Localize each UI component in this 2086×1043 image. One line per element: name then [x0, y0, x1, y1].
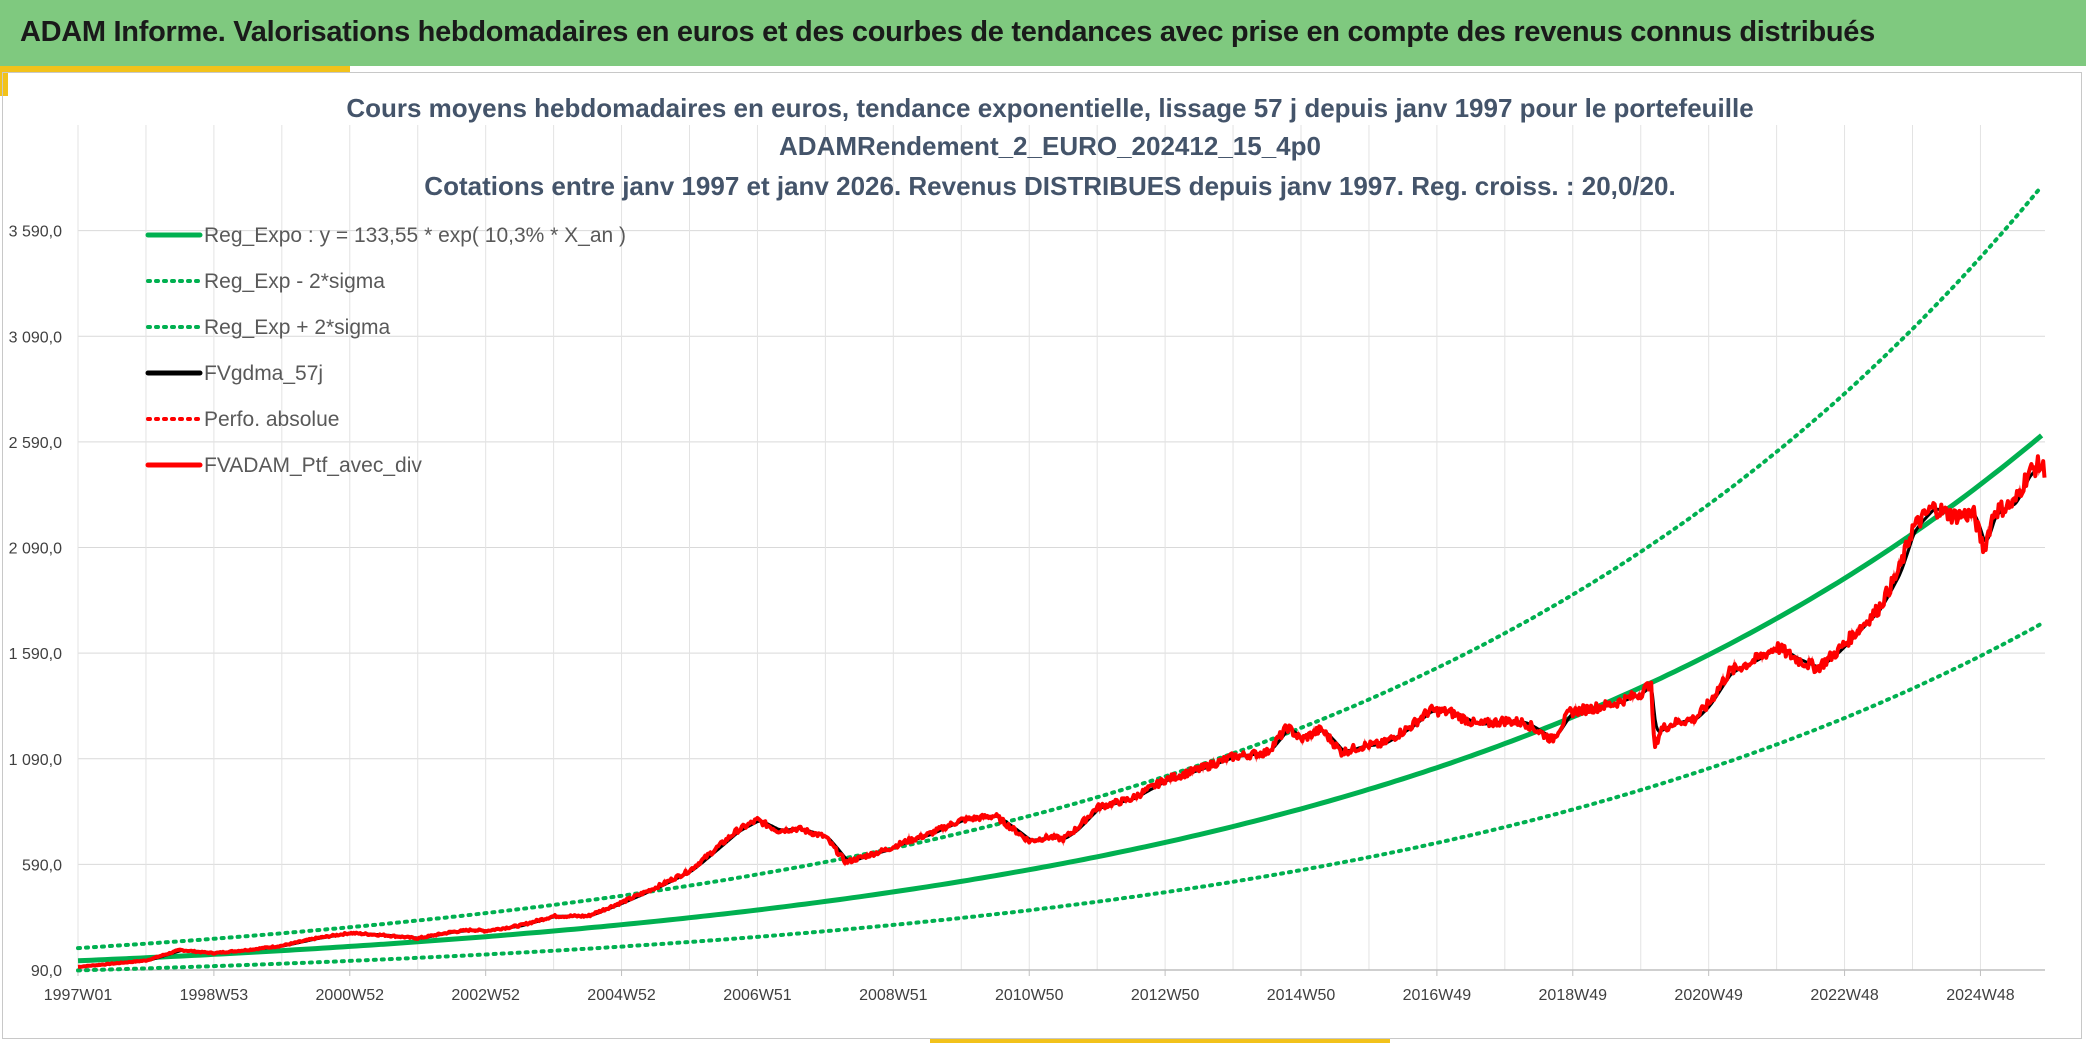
- x-tick-label: 2006W51: [723, 987, 792, 1004]
- legend-label: FVgdma_57j: [204, 362, 323, 385]
- legend-label: Reg_Expo : y = 133,55 * exp( 10,3% * X_a…: [204, 224, 626, 247]
- x-tick-label: 2016W49: [1403, 987, 1472, 1004]
- header-bar: ADAM Informe. Valorisations hebdomadaire…: [0, 0, 2086, 66]
- series-reg-exp-plus-2sigma: [76, 184, 2044, 951]
- y-axis: 90,0 590,0 1 090,0 1 590,0 2 090,0 2 590,0 3 0…: [9, 224, 62, 980]
- y-tick-label: 2 090,0: [9, 541, 62, 558]
- y-tick-label: 3 090,0: [9, 329, 62, 346]
- chart-title-line-1: Cours moyens hebdomadaires en euros, ten…: [346, 93, 1753, 123]
- chart-title-line-2: ADAMRendement_2_EURO_202412_15_4p0: [779, 131, 1321, 161]
- legend-label: Reg_Exp + 2*sigma: [204, 316, 391, 339]
- chart-title-line-3: Cotations entre janv 1997 et janv 2026. …: [424, 171, 1675, 201]
- x-tick-label: 2010W50: [995, 987, 1064, 1004]
- x-tick-label: 2002W52: [451, 987, 520, 1004]
- x-tick-label: 2012W50: [1131, 987, 1200, 1004]
- y-tick-label: 590,0: [22, 857, 62, 874]
- x-axis: 1997W01 1998W53 2000W52 2002W52 2004W52 2006W…: [44, 970, 2015, 1004]
- x-tick-label: 2000W52: [316, 987, 385, 1004]
- x-tick-label: 2018W49: [1539, 987, 1608, 1004]
- chart-title: Cours moyens hebdomadaires en euros, ten…: [346, 93, 1753, 201]
- x-tick-label: 2024W48: [1946, 987, 2015, 1004]
- accent-bar: [0, 66, 350, 72]
- legend: Reg_Expo : y = 133,55 * exp( 10,3% * X_a…: [145, 224, 626, 477]
- series-reg-exp-minus-2sigma: [76, 621, 2044, 973]
- x-tick-label: 2004W52: [587, 987, 656, 1004]
- series-fvadam-ptf-avec-div: [77, 454, 2047, 969]
- y-tick-label: 1 590,0: [9, 646, 62, 663]
- accent-left: [0, 66, 8, 96]
- series-reg-expo: [77, 433, 2044, 964]
- y-tick-label: 3 590,0: [9, 224, 62, 241]
- legend-label: Reg_Exp - 2*sigma: [204, 270, 385, 293]
- x-tick-label: 1997W01: [44, 987, 113, 1004]
- series-fvgdma-57j: [78, 465, 2046, 969]
- x-tick-label: 2022W48: [1810, 987, 1879, 1004]
- y-tick-label: 1 090,0: [9, 752, 62, 769]
- x-tick-label: 2020W49: [1674, 987, 1743, 1004]
- chart-frame: [2, 72, 2082, 1039]
- y-tick-label: 90,0: [31, 963, 62, 980]
- legend-label: FVADAM_Ptf_avec_div: [204, 454, 422, 477]
- accent-bottom: [930, 1039, 1390, 1043]
- page-title: ADAM Informe. Valorisations hebdomadaire…: [20, 16, 1875, 48]
- series-perfo-absolue: [77, 456, 2046, 969]
- x-tick-label: 1998W53: [180, 987, 249, 1004]
- x-tick-label: 2014W50: [1267, 987, 1336, 1004]
- grid: [77, 125, 2045, 971]
- x-tick-label: 2008W51: [859, 987, 928, 1004]
- legend-label: Perfo. absolue: [204, 408, 339, 431]
- series: [76, 184, 2047, 973]
- y-tick-label: 2 590,0: [9, 435, 62, 452]
